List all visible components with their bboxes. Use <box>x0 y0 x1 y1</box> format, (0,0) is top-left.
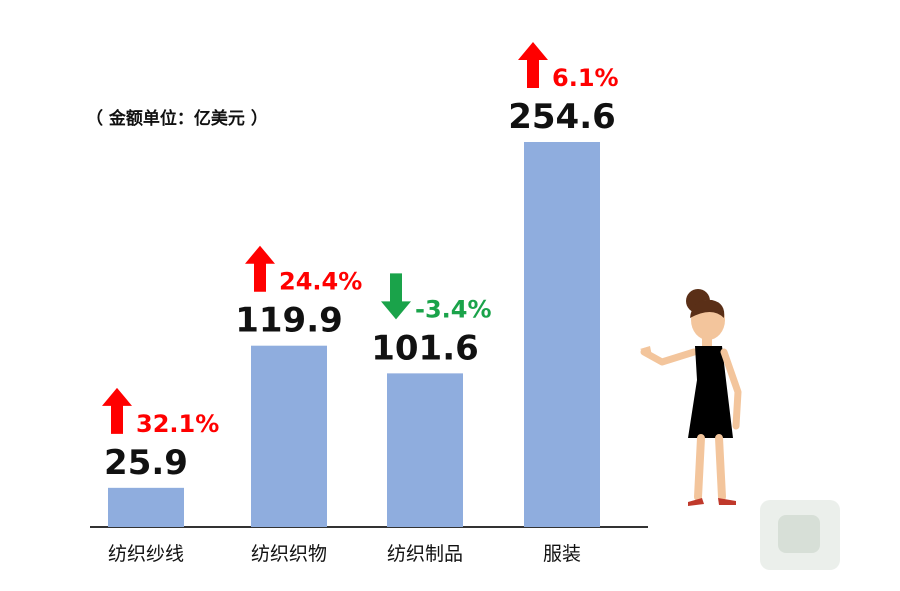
category-label: 纺织纱线 <box>108 543 184 565</box>
watermark-blob <box>760 500 840 570</box>
woman-presenter-illustration <box>640 289 742 506</box>
bar-4 <box>524 142 600 527</box>
bar-2 <box>251 345 327 527</box>
bar-1 <box>108 487 184 527</box>
value-label: 119.9 <box>235 301 343 341</box>
category-label: 服装 <box>543 543 581 565</box>
up-arrow-icon <box>518 42 548 88</box>
up-arrow-icon <box>245 245 275 292</box>
change-label: 32.1% <box>136 410 219 438</box>
category-label: 纺织织物 <box>251 543 327 565</box>
bar-3 <box>387 373 463 527</box>
change-label: 6.1% <box>552 64 619 92</box>
up-arrow-icon <box>102 387 132 434</box>
value-label: 254.6 <box>508 97 616 137</box>
value-label: 25.9 <box>104 443 188 483</box>
change-label: 24.4% <box>279 268 362 296</box>
value-label: 101.6 <box>371 328 479 368</box>
down-arrow-icon <box>381 273 411 320</box>
category-label: 纺织制品 <box>387 543 463 565</box>
change-label: -3.4% <box>415 295 492 323</box>
unit-note: （ 金额单位：亿美元 ） <box>86 109 268 129</box>
